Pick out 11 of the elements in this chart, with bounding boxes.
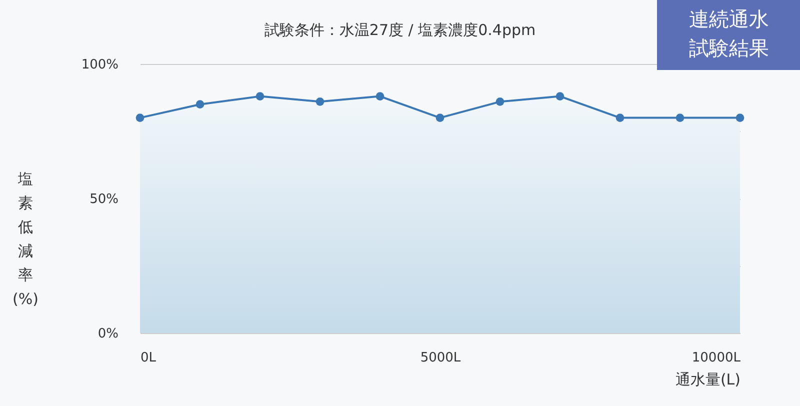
x-axis-title: 通水量(L) [675, 370, 740, 388]
x-tick-label: 10000L [692, 350, 742, 366]
y-tick-label: 100% [81, 58, 118, 72]
chart-title: 試験条件：水温27度 / 塩素濃度0.4ppm [264, 21, 536, 39]
x-tick-label: 0L [140, 350, 157, 366]
x-tick-label: 5000L [420, 350, 462, 366]
y-tick-label: 50% [90, 192, 118, 207]
y-tick-label: 0% [98, 326, 118, 342]
y-axis-title: 塩素低減率(%) [12, 170, 38, 308]
text: 試験結果 [689, 36, 769, 60]
text: 連続通水 [689, 7, 769, 31]
